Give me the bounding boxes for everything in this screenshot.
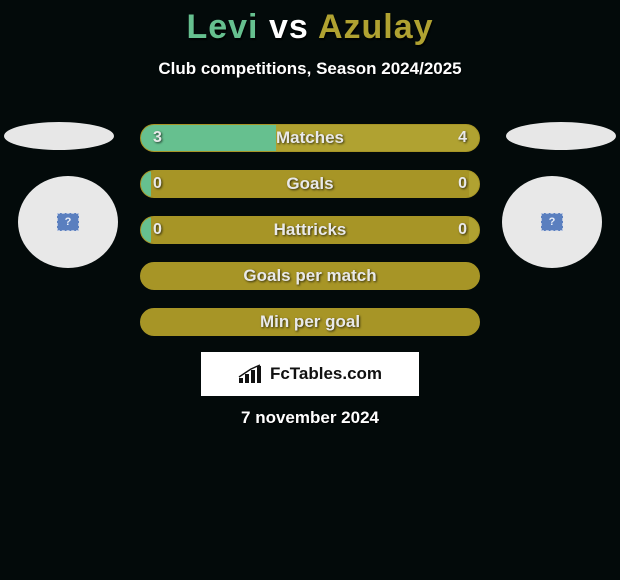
logo-text: FcTables.com: [270, 364, 382, 384]
stat-bars: 3 Matches 4 0 Goals 0 0 Hattricks 0 Goal…: [140, 124, 480, 354]
question-icon: ?: [65, 216, 72, 228]
bar-right-value: 0: [458, 217, 467, 243]
bar-right-fill: [469, 217, 479, 243]
stat-bar-min-per-goal: Min per goal: [140, 308, 480, 336]
stat-bar-hattricks: 0 Hattricks 0: [140, 216, 480, 244]
bar-right-value: 0: [458, 171, 467, 197]
bar-left-value: 0: [153, 171, 162, 197]
bar-label: Goals: [141, 171, 479, 197]
bar-right-fill: [469, 171, 479, 197]
comparison-title: Levi vs Azulay: [0, 0, 620, 47]
bar-right-fill: [276, 125, 479, 151]
stat-bar-goals-per-match: Goals per match: [140, 262, 480, 290]
bar-left-value: 0: [153, 217, 162, 243]
question-icon: ?: [549, 216, 556, 228]
placeholder-badge: ?: [57, 213, 79, 231]
bar-label: Hattricks: [141, 217, 479, 243]
fctables-logo: FcTables.com: [201, 352, 419, 396]
player1-ellipse: [4, 122, 114, 150]
vs-label: vs: [269, 8, 309, 46]
bars-icon: [238, 364, 264, 384]
bar-left-fill: [141, 217, 151, 243]
stat-bar-matches: 3 Matches 4: [140, 124, 480, 152]
bar-left-value: 3: [153, 125, 162, 151]
player2-avatar-circle: ?: [502, 176, 602, 268]
bar-label: Min per goal: [141, 309, 479, 335]
player2-ellipse: [506, 122, 616, 150]
player1-avatar-circle: ?: [18, 176, 118, 268]
bar-label: Goals per match: [141, 263, 479, 289]
snapshot-date: 7 november 2024: [0, 408, 620, 428]
stat-bar-goals: 0 Goals 0: [140, 170, 480, 198]
player2-name: Azulay: [318, 8, 434, 46]
player1-name: Levi: [186, 8, 258, 46]
placeholder-badge: ?: [541, 213, 563, 231]
bar-left-fill: [141, 171, 151, 197]
bar-right-value: 4: [458, 125, 467, 151]
season-subtitle: Club competitions, Season 2024/2025: [0, 59, 620, 79]
